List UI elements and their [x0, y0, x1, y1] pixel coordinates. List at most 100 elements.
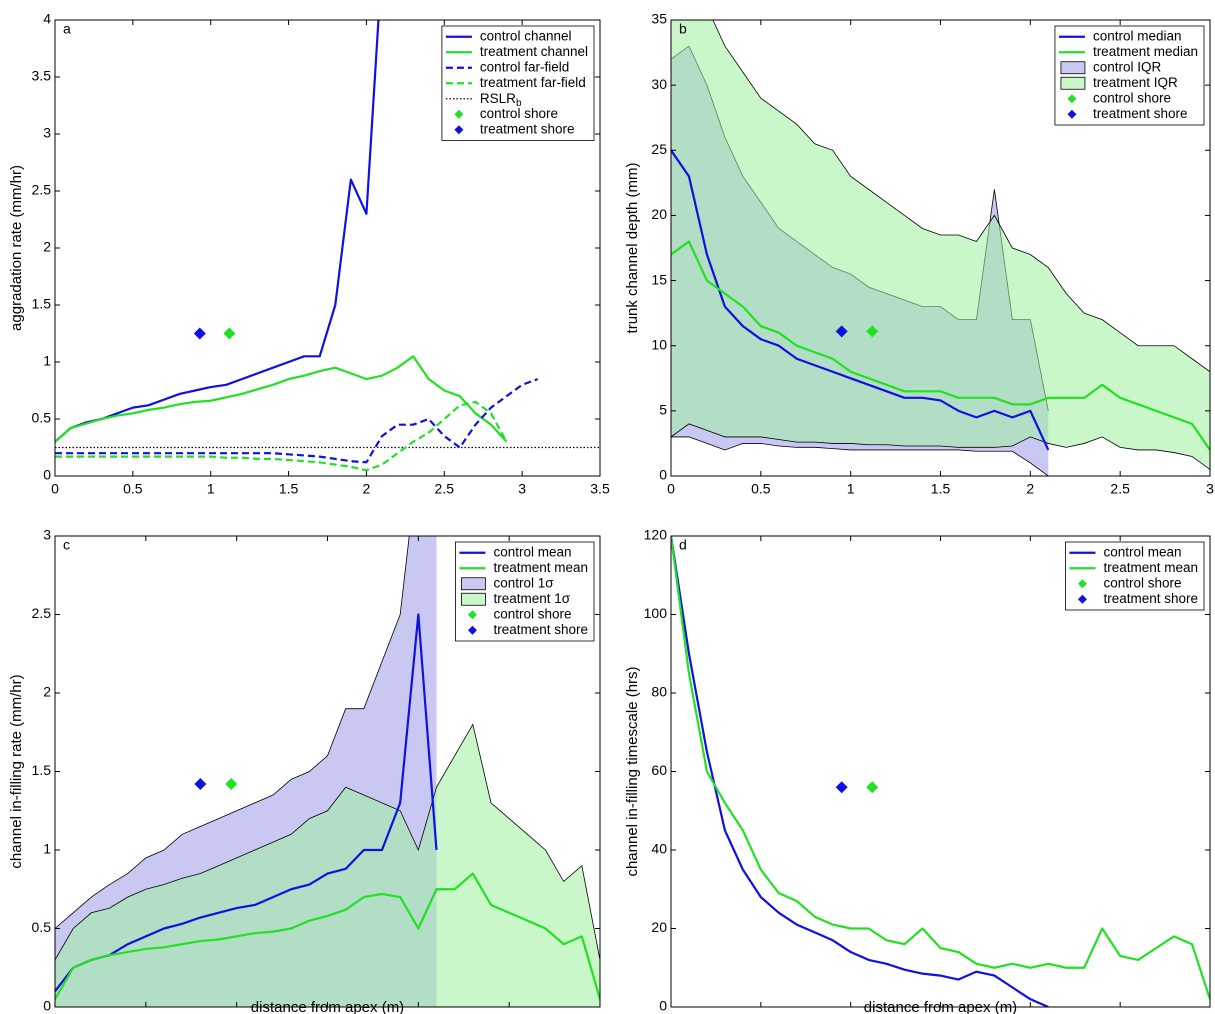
- y-tick-label: 0: [43, 467, 51, 483]
- legend-swatch: [454, 125, 464, 135]
- legend-label: treatment shore: [480, 121, 575, 136]
- y-tick-label: 2: [43, 684, 51, 700]
- y-axis-label: aggradation rate (mm/hr): [8, 165, 25, 331]
- x-tick-label: 2: [414, 1012, 422, 1014]
- line: [55, 355, 508, 443]
- x-tick-label: 1: [847, 481, 855, 497]
- x-tick-label: 0: [667, 1012, 675, 1014]
- x-tick-label: 0: [51, 481, 59, 497]
- legend-label: control channel: [480, 28, 572, 43]
- legend-label-subscript: b: [516, 97, 522, 108]
- y-tick-label: 80: [651, 684, 667, 700]
- legend-swatch: [1067, 94, 1077, 104]
- legend-label: treatment shore: [1103, 591, 1198, 606]
- shore-marker: [223, 327, 236, 340]
- x-tick-label: 1: [847, 1012, 855, 1014]
- x-tick-label: 2.5: [1110, 481, 1130, 497]
- band-edge: [671, 20, 1210, 470]
- y-axis-label: trunk channel depth (mm): [624, 163, 641, 334]
- shore-marker: [225, 778, 238, 791]
- legend-label: control shore: [1103, 575, 1181, 590]
- legend-label-main: RSLR: [480, 90, 516, 105]
- plot-area: [671, 20, 1210, 476]
- x-tick-label: 0.5: [751, 481, 771, 497]
- legend-swatch: [461, 592, 486, 606]
- plot-area: [55, 20, 600, 472]
- band-edge: [55, 723, 600, 1007]
- legend-box: [455, 541, 595, 642]
- x-tick-label: 2: [1026, 481, 1034, 497]
- y-tick-label: 10: [651, 336, 667, 352]
- y-tick-label: 2.5: [32, 182, 52, 198]
- line: [55, 378, 539, 464]
- y-tick-label: 1: [43, 353, 51, 369]
- legend-box: [441, 25, 595, 141]
- x-tick-label: 3: [1206, 1012, 1214, 1014]
- shore-marker: [835, 325, 848, 338]
- panel-label: b: [679, 21, 687, 37]
- x-tick-label: 1: [233, 1012, 241, 1014]
- y-tick-label: 1: [43, 841, 51, 857]
- legend-label: control IQR: [1093, 59, 1162, 74]
- band-edge: [55, 536, 437, 1007]
- panel-label: a: [63, 21, 71, 37]
- legend-label: treatment channel: [480, 44, 588, 59]
- y-tick-label: 0.5: [32, 919, 52, 935]
- y-axis-label: channel in-filling timescale (hrs): [624, 666, 641, 876]
- legend-label: RSLRb: [480, 90, 522, 108]
- legend-label: control shore: [480, 106, 558, 121]
- line: [55, 872, 600, 1000]
- line: [55, 20, 380, 443]
- legend-swatch: [1067, 109, 1077, 119]
- band: [55, 724, 600, 1007]
- legend-label: treatment mean: [1103, 560, 1198, 575]
- y-axis-label: channel in-filling rate (mm/hr): [8, 674, 25, 868]
- y-tick-label: 120: [644, 527, 668, 543]
- y-tick-label: 3: [43, 527, 51, 543]
- line: [55, 400, 508, 472]
- x-tick-label: 2: [1026, 1012, 1034, 1014]
- x-tick-label: 3.5: [590, 481, 610, 497]
- y-tick-label: 3.5: [32, 68, 52, 84]
- legend-label: control shore: [1093, 90, 1171, 105]
- legend-swatch: [461, 577, 486, 591]
- y-tick-label: 0.5: [32, 410, 52, 426]
- x-tick-label: 3: [1206, 481, 1214, 497]
- y-tick-label: 0: [659, 998, 667, 1014]
- y-tick-label: 20: [651, 919, 667, 935]
- x-tick-label: 2: [363, 481, 371, 497]
- x-tick-label: 2.5: [499, 1012, 519, 1014]
- legend-swatch: [467, 625, 477, 635]
- x-axis-label: distance from apex (m): [864, 999, 1017, 1014]
- y-tick-label: 3: [43, 125, 51, 141]
- y-tick-label: 100: [644, 605, 668, 621]
- panel-label: d: [679, 537, 687, 553]
- shore-marker: [866, 781, 879, 794]
- line: [671, 536, 1210, 1000]
- legend-label: treatment 1σ: [493, 591, 570, 606]
- y-tick-label: 40: [651, 841, 667, 857]
- y-tick-label: 20: [651, 206, 667, 222]
- x-tick-label: 0.5: [123, 481, 143, 497]
- legend-swatch: [1077, 594, 1087, 604]
- band: [671, 20, 1210, 470]
- legend-label: treatment IQR: [1093, 75, 1178, 90]
- line: [671, 536, 1049, 1007]
- x-tick-label: 2.5: [1110, 1012, 1130, 1014]
- y-tick-label: 4: [43, 11, 51, 27]
- shore-marker: [194, 778, 207, 791]
- legend-swatch: [1060, 76, 1086, 90]
- x-tick-label: 1.5: [931, 481, 951, 497]
- y-tick-label: 60: [651, 762, 667, 778]
- panel-label: c: [63, 537, 70, 553]
- y-tick-label: 0: [659, 467, 667, 483]
- x-tick-label: 1.5: [318, 1012, 338, 1014]
- legend-label: control median: [1093, 28, 1182, 43]
- y-tick-label: 25: [651, 141, 667, 157]
- legend-swatch: [1077, 579, 1087, 589]
- line: [671, 149, 1050, 451]
